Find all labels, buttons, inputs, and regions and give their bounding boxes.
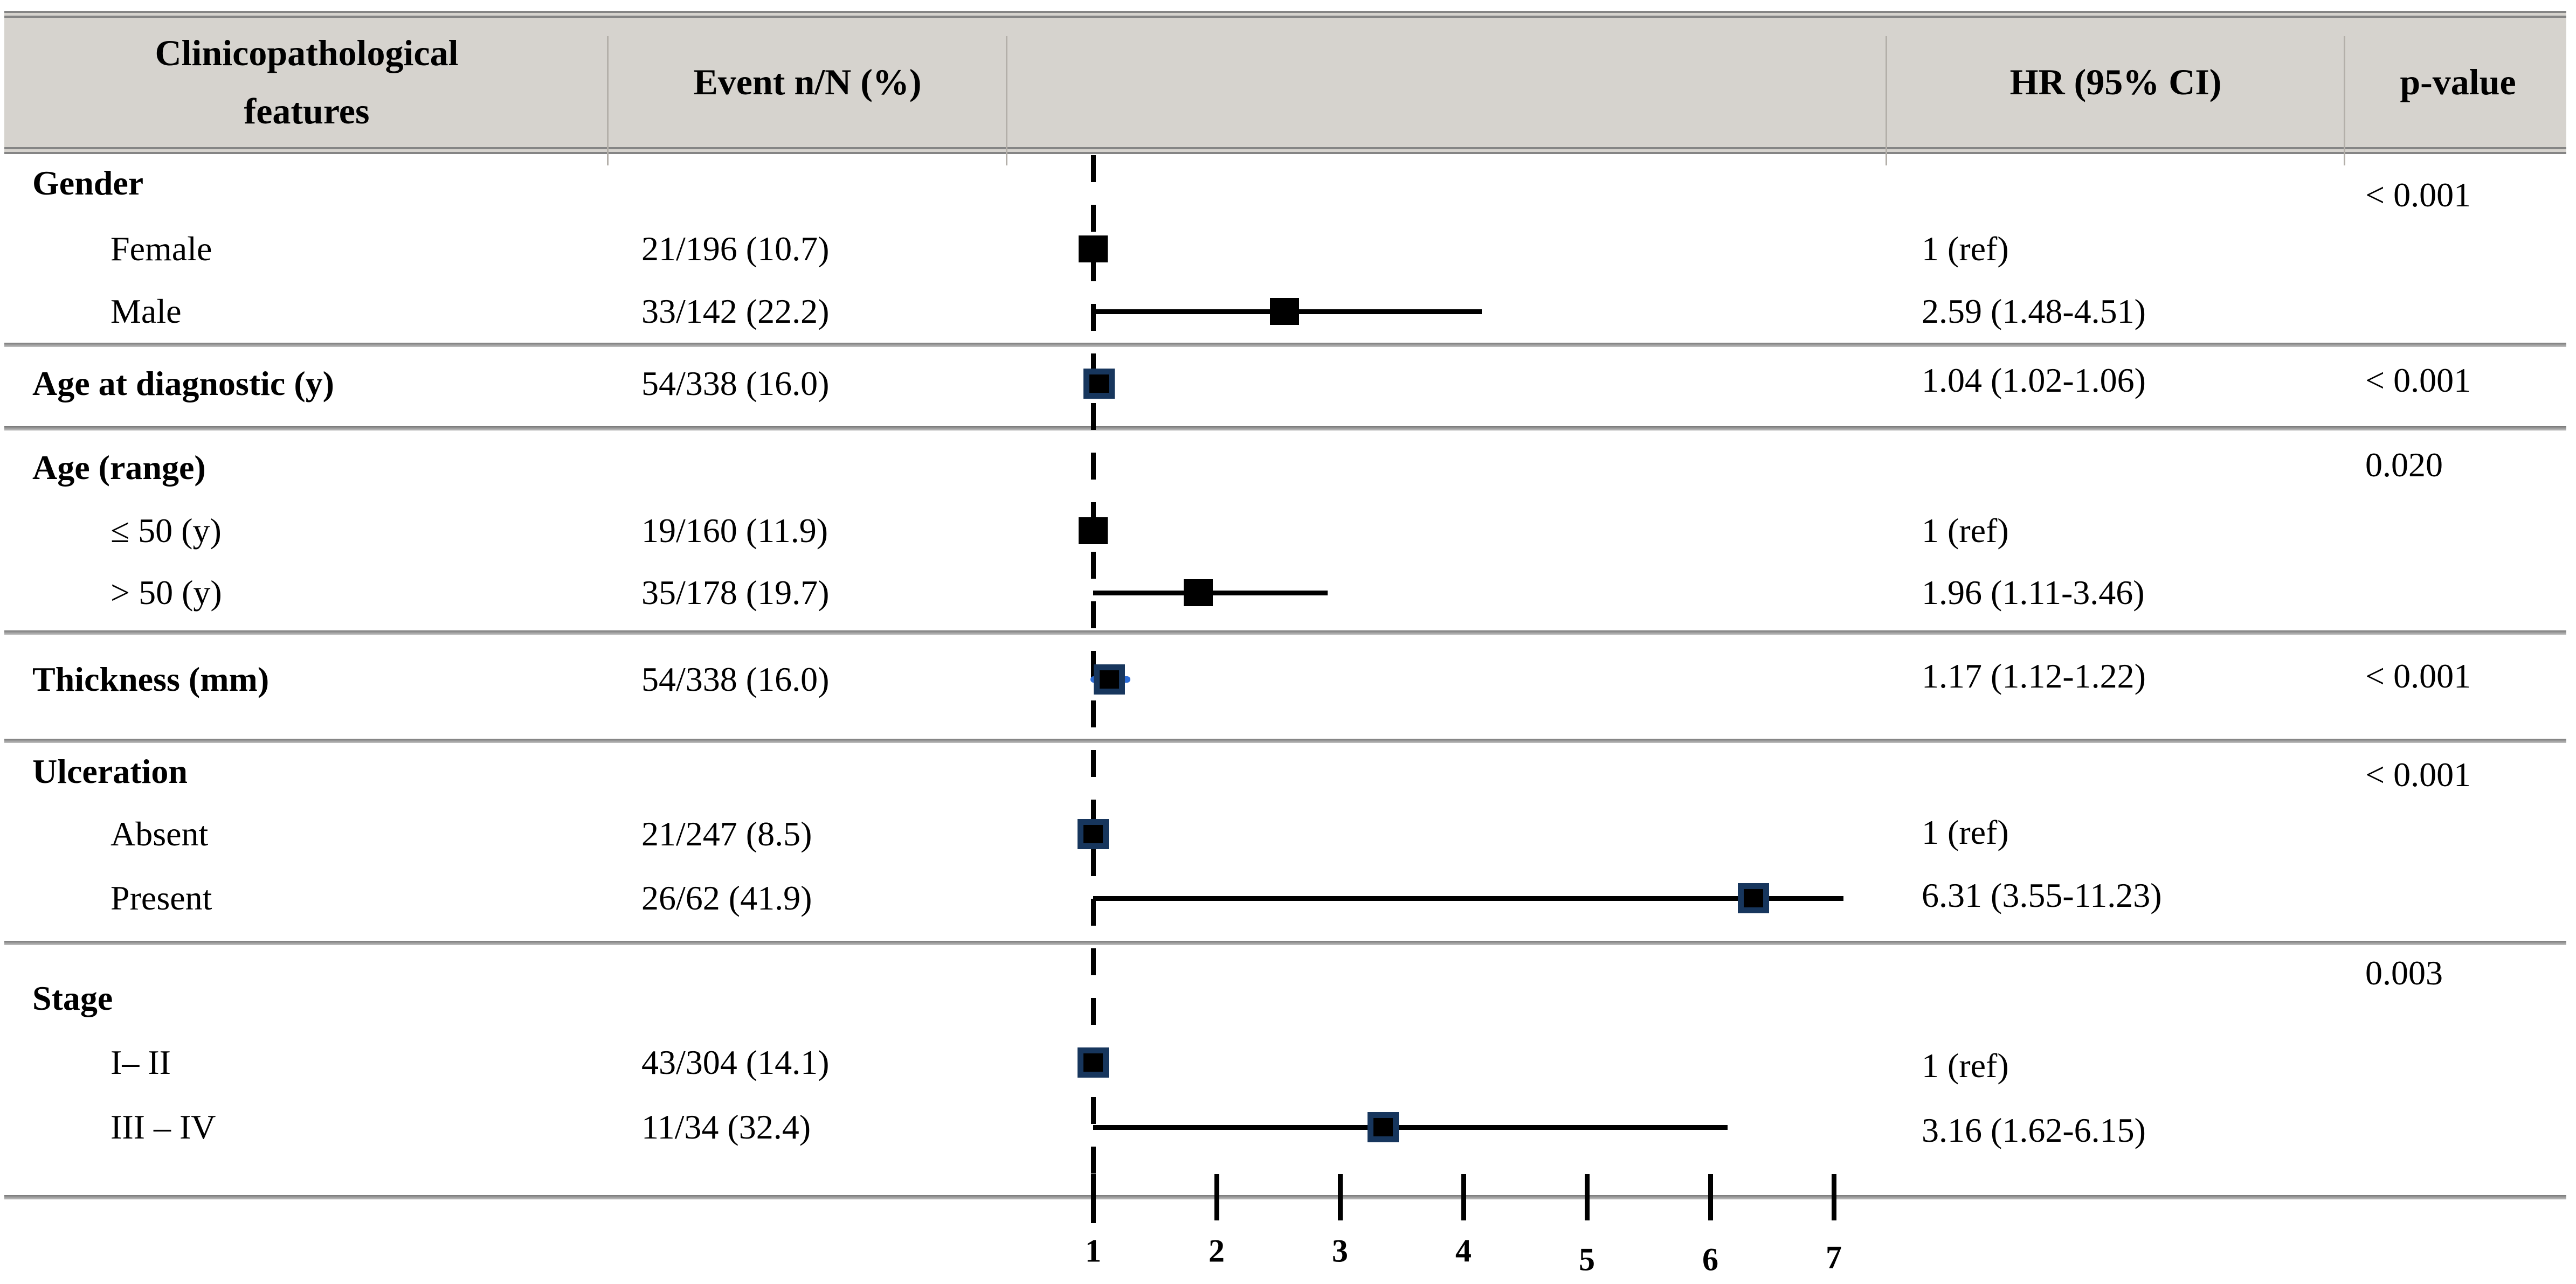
x-axis-tick-label: 1	[1085, 1233, 1101, 1269]
feature-label: Gender	[32, 164, 144, 202]
column-header-pvalue: p-value	[2400, 61, 2516, 102]
hr-point-marker	[1738, 883, 1770, 913]
feature-label: Absent	[111, 815, 209, 853]
event-value: 54/338 (16.0)	[641, 364, 830, 402]
column-header-event: Event n/N (%)	[693, 61, 922, 102]
column-header-features-line1: Clinicopathological	[155, 32, 459, 73]
feature-label: Thickness (mm)	[32, 660, 270, 698]
feature-label: Age at diagnostic (y)	[32, 364, 334, 402]
reference-dashed-line	[1091, 155, 1096, 1223]
p-value: < 0.001	[2365, 755, 2471, 794]
header-column-divider	[607, 36, 609, 165]
feature-label: Age (range)	[32, 448, 206, 487]
x-axis-tick	[1585, 1174, 1590, 1220]
hr-point-marker	[1079, 235, 1108, 262]
hr-value: 2.59 (1.48-4.51)	[1922, 292, 2146, 330]
hr-point-marker	[1078, 819, 1109, 849]
hr-value: 1.17 (1.12-1.22)	[1922, 657, 2146, 695]
event-value: 21/247 (8.5)	[641, 815, 812, 853]
axis-baseline-rule	[4, 1195, 2566, 1199]
feature-label: Present	[111, 879, 212, 917]
section-rule	[4, 941, 2566, 945]
p-value: 0.020	[2365, 446, 2443, 484]
column-header-features-line2: features	[244, 91, 370, 131]
x-axis-tick	[1338, 1174, 1343, 1220]
hr-point-marker	[1269, 298, 1299, 325]
column-header-features: Clinicopathological features	[5, 24, 608, 140]
x-axis-tick-label: 3	[1332, 1233, 1348, 1269]
hr-value: 6.31 (3.55-11.23)	[1922, 876, 2162, 914]
p-value: 0.003	[2365, 954, 2443, 992]
hr-point-marker	[1079, 517, 1108, 544]
event-value: 33/142 (22.2)	[641, 292, 830, 330]
ci-whisker	[1093, 896, 1844, 901]
hr-point-marker	[1368, 1112, 1399, 1142]
section-rule	[4, 739, 2566, 743]
event-value: 21/196 (10.7)	[641, 230, 830, 268]
p-value: < 0.001	[2365, 361, 2471, 399]
x-axis-tick-label: 5	[1579, 1241, 1595, 1278]
section-rule	[4, 343, 2566, 347]
feature-label: ≤ 50 (y)	[111, 511, 222, 550]
hr-point-marker	[1078, 1047, 1109, 1078]
table-header	[4, 11, 2566, 165]
feature-label: Stage	[32, 979, 113, 1017]
event-value: 43/304 (14.1)	[641, 1043, 830, 1081]
x-axis-tick-label: 6	[1702, 1241, 1718, 1278]
hr-value: 3.16 (1.62-6.15)	[1922, 1111, 2146, 1149]
feature-label: Ulceration	[32, 752, 188, 790]
x-axis-tick	[1832, 1174, 1836, 1220]
hr-value: 1 (ref)	[1922, 813, 2009, 851]
hr-value: 1.04 (1.02-1.06)	[1922, 361, 2146, 399]
feature-label: I– II	[111, 1043, 171, 1081]
x-axis-tick-label: 2	[1208, 1233, 1225, 1269]
hr-value: 1 (ref)	[1922, 230, 2009, 268]
p-value: < 0.001	[2365, 176, 2471, 214]
event-value: 11/34 (32.4)	[641, 1108, 811, 1146]
event-value: 35/178 (19.7)	[641, 573, 830, 612]
feature-label: III – IV	[111, 1108, 216, 1146]
column-header-hr: HR (95% CI)	[2009, 61, 2222, 102]
header-column-divider	[1006, 36, 1007, 165]
event-value: 26/62 (41.9)	[641, 879, 812, 917]
x-axis-tick	[1214, 1174, 1219, 1220]
x-axis-tick	[1708, 1174, 1713, 1220]
section-rule	[4, 426, 2566, 431]
x-axis-tick	[1091, 1174, 1096, 1220]
feature-label: > 50 (y)	[111, 573, 222, 612]
feature-label: Male	[111, 292, 182, 330]
hr-value: 1 (ref)	[1922, 511, 2009, 550]
section-rule	[4, 630, 2566, 635]
p-value: < 0.001	[2365, 657, 2471, 695]
ci-whisker	[1093, 1125, 1728, 1130]
header-column-divider	[2344, 36, 2345, 165]
x-axis-tick-label: 4	[1455, 1233, 1472, 1269]
hr-value: 1 (ref)	[1922, 1046, 2009, 1085]
event-value: 19/160 (11.9)	[641, 511, 828, 550]
feature-label: Female	[111, 230, 212, 268]
hr-value: 1.96 (1.11-3.46)	[1922, 573, 2145, 612]
hr-point-marker	[1083, 369, 1115, 399]
x-axis-tick-label: 7	[1826, 1239, 1842, 1275]
hr-point-marker	[1183, 579, 1213, 606]
event-value: 54/338 (16.0)	[641, 660, 830, 698]
hr-point-marker	[1093, 664, 1125, 695]
x-axis-tick	[1461, 1174, 1466, 1220]
header-column-divider	[1886, 36, 1887, 165]
